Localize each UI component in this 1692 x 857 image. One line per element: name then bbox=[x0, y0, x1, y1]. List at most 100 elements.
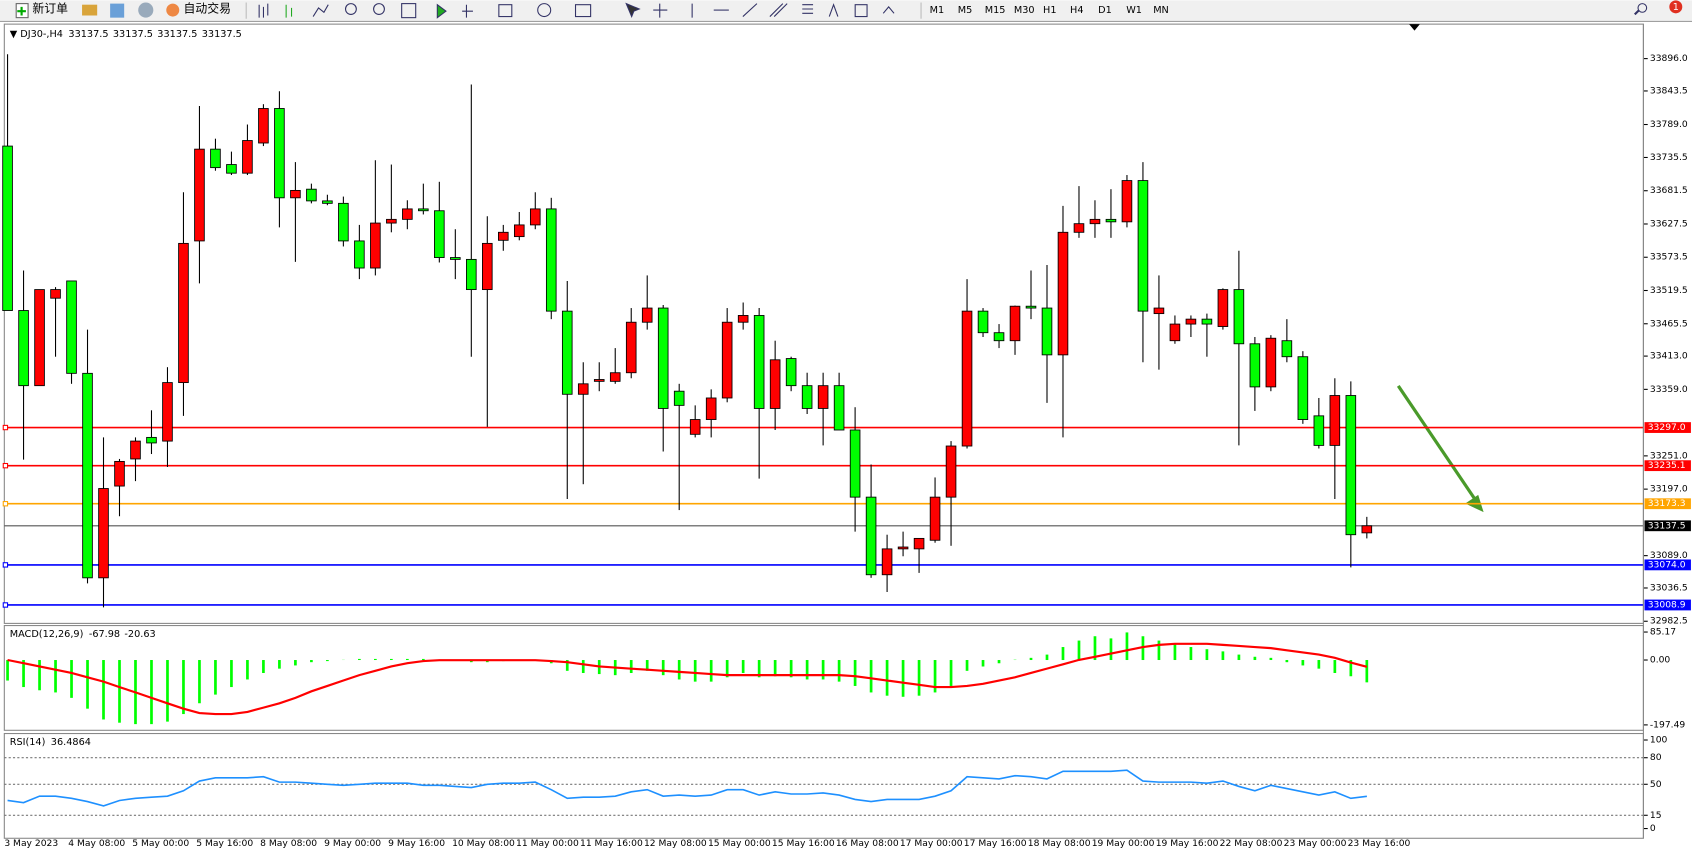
y-tick-label: 100 bbox=[1650, 735, 1668, 746]
candle-body bbox=[1265, 337, 1277, 388]
candle-body bbox=[721, 321, 733, 399]
auto-trading-icon[interactable] bbox=[166, 3, 180, 17]
candle-body bbox=[977, 310, 989, 334]
candle-body bbox=[1057, 231, 1069, 356]
x-tick-label: 18 May 08:00 bbox=[1028, 838, 1091, 849]
x-tick-label: 9 May 00:00 bbox=[324, 838, 381, 849]
y-tick-label: 15 bbox=[1650, 810, 1662, 821]
candle-body bbox=[993, 332, 1005, 342]
candle-body bbox=[418, 208, 429, 212]
level-handle[interactable] bbox=[2, 602, 9, 608]
y-tick-label: 33197.0 bbox=[1650, 484, 1688, 495]
header-value: 33137.5 bbox=[202, 29, 242, 40]
y-tick-label: 33413.0 bbox=[1650, 351, 1688, 362]
candle-body bbox=[322, 200, 333, 204]
header-value: 33137.5 bbox=[113, 29, 153, 40]
candle-body bbox=[513, 224, 525, 238]
notification-badge[interactable] bbox=[1669, 0, 1683, 14]
candle-body bbox=[1313, 415, 1325, 446]
timeframe-button[interactable]: H4 bbox=[1070, 5, 1083, 16]
candle-body bbox=[130, 440, 141, 460]
candle-body bbox=[529, 208, 541, 226]
candle-body bbox=[482, 242, 493, 291]
chart-shift-marker[interactable] bbox=[1409, 24, 1420, 31]
x-tick-label: 11 May 16:00 bbox=[580, 838, 643, 849]
indicator-readout: -20.63 bbox=[124, 629, 155, 640]
candle-body bbox=[1345, 395, 1357, 536]
timeframe-button[interactable]: M15 bbox=[985, 5, 1006, 16]
candle-body bbox=[450, 257, 461, 260]
candle-body bbox=[1185, 318, 1197, 325]
y-tick-label: 32982.5 bbox=[1650, 616, 1688, 627]
candle-body bbox=[18, 310, 29, 387]
y-tick-label: 33896.0 bbox=[1650, 53, 1688, 64]
x-tick-label: 19 May 00:00 bbox=[1092, 838, 1155, 849]
toolbar: 新订单 自动交易 1 bbox=[0, 0, 1692, 22]
candle-body bbox=[577, 383, 589, 395]
timeframe-button[interactable]: M30 bbox=[1014, 5, 1035, 16]
level-handle[interactable] bbox=[2, 424, 9, 431]
indicator-readout: -67.98 bbox=[89, 629, 120, 640]
candle-body bbox=[625, 321, 637, 374]
level-label: 33297.0 bbox=[1648, 422, 1686, 433]
y-tick-label: 33573.5 bbox=[1650, 252, 1688, 263]
candle-body bbox=[1137, 180, 1149, 312]
level-handle[interactable] bbox=[2, 562, 9, 568]
candle-body bbox=[1073, 223, 1085, 233]
tool-icons[interactable] bbox=[258, 2, 895, 19]
icon[interactable] bbox=[82, 4, 98, 16]
timeframe-button[interactable]: MN bbox=[1153, 5, 1169, 16]
y-tick-label: 33251.0 bbox=[1650, 450, 1688, 461]
timeframe-button[interactable]: M1 bbox=[930, 5, 945, 16]
x-tick-label: 10 May 08:00 bbox=[452, 838, 515, 849]
y-tick-label: 33359.0 bbox=[1650, 384, 1688, 395]
candle-body bbox=[194, 148, 205, 242]
x-tick-label: 12 May 08:00 bbox=[644, 838, 707, 849]
candle-body bbox=[641, 307, 653, 323]
timeframe-button[interactable]: H1 bbox=[1043, 5, 1056, 16]
candle-body bbox=[82, 372, 93, 579]
x-tick-label: 17 May 00:00 bbox=[900, 838, 963, 849]
timeframe-button[interactable]: D1 bbox=[1098, 5, 1112, 16]
y-tick-label: 33627.5 bbox=[1650, 218, 1688, 229]
x-tick-label: 23 May 00:00 bbox=[1284, 838, 1347, 849]
auto-trading-button[interactable]: 自动交易 bbox=[184, 2, 231, 16]
candle-body bbox=[673, 390, 685, 406]
level-handle[interactable] bbox=[2, 501, 9, 507]
candle-body bbox=[961, 310, 973, 447]
indicator-title: MACD(12,26,9) bbox=[10, 629, 84, 640]
level-handle[interactable] bbox=[2, 462, 9, 469]
candle-body bbox=[162, 382, 173, 442]
icon[interactable] bbox=[138, 2, 154, 18]
candle-body bbox=[817, 385, 829, 409]
search-icon[interactable] bbox=[1634, 9, 1640, 16]
candle-body bbox=[705, 397, 717, 420]
search-icon-lens bbox=[1637, 3, 1648, 13]
candle-body bbox=[66, 280, 77, 374]
macd-header: MACD(12,26,9) -67.98 -20.63 bbox=[10, 629, 156, 640]
x-tick-label: 3 May 2023 bbox=[4, 838, 58, 849]
timeframe-button[interactable]: M5 bbox=[958, 5, 973, 16]
signal-line bbox=[7, 642, 1368, 716]
x-tick-label: 17 May 16:00 bbox=[964, 838, 1027, 849]
candle-body bbox=[609, 372, 621, 382]
candle-body bbox=[34, 289, 45, 387]
icon[interactable] bbox=[110, 3, 125, 18]
candle-body bbox=[1025, 305, 1037, 309]
candle-body bbox=[226, 164, 237, 174]
level-tag bbox=[1644, 599, 1691, 611]
new-order-button[interactable]: 新订单 bbox=[32, 2, 68, 16]
candle-body bbox=[657, 307, 669, 409]
candle-body bbox=[1041, 307, 1053, 356]
candle-body bbox=[769, 359, 781, 409]
candle-body bbox=[1009, 305, 1021, 342]
notification-count: 1 bbox=[1673, 2, 1679, 13]
timeframe-button[interactable]: W1 bbox=[1126, 5, 1142, 16]
candle-body bbox=[881, 548, 893, 576]
y-tick-label: 50 bbox=[1650, 779, 1662, 790]
candle-body bbox=[98, 488, 109, 579]
y-tick-label: 33089.0 bbox=[1650, 550, 1688, 561]
level-tag bbox=[1644, 498, 1691, 510]
candle-body bbox=[386, 218, 397, 224]
